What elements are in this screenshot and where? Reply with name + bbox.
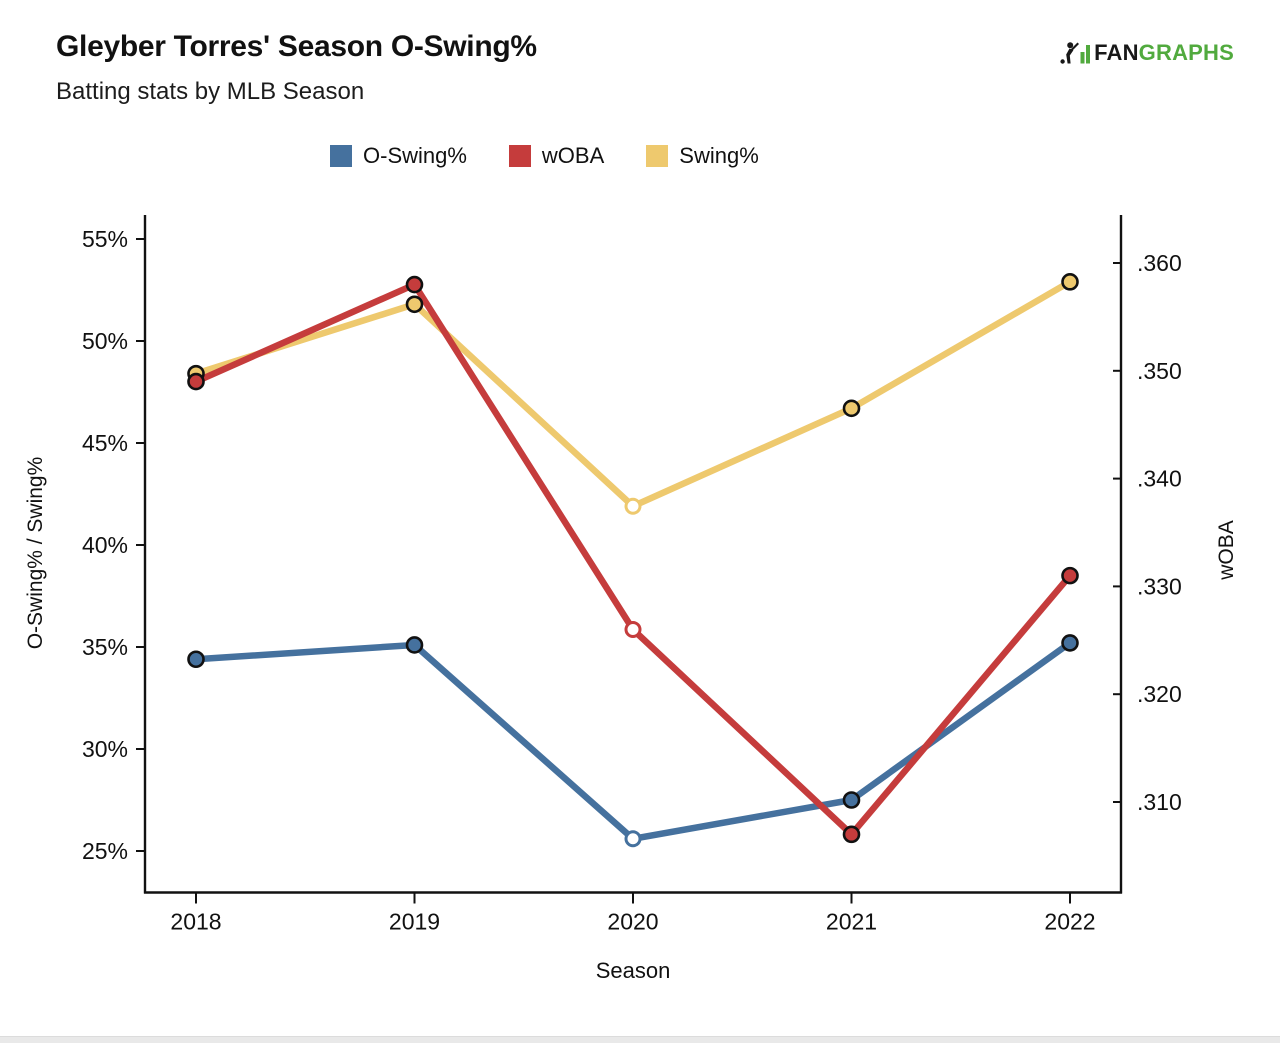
svg-text:Season: Season	[596, 958, 671, 983]
svg-text:.320: .320	[1137, 681, 1182, 707]
svg-text:wOBA: wOBA	[1215, 520, 1238, 581]
svg-text:55%: 55%	[82, 226, 128, 252]
svg-text:.350: .350	[1137, 358, 1182, 384]
legend-item-woba: wOBA	[508, 143, 605, 169]
page-subtitle: Batting stats by MLB Season	[56, 78, 365, 105]
svg-text:.330: .330	[1137, 573, 1182, 599]
logo-text-graphs: GRAPHS	[1138, 40, 1234, 65]
legend-swatch-woba	[508, 145, 531, 167]
svg-text:2019: 2019	[389, 909, 440, 935]
svg-text:2018: 2018	[170, 909, 221, 935]
svg-text:2021: 2021	[826, 909, 877, 935]
legend-item-o-swing: O-Swing%	[330, 143, 467, 169]
legend-swatch-o-swing	[330, 145, 352, 167]
logo-text-fan: FAN	[1094, 40, 1139, 65]
svg-text:30%: 30%	[82, 736, 128, 762]
svg-text:2020: 2020	[607, 909, 658, 935]
page-title: Gleyber Torres' Season O-Swing%	[56, 30, 537, 63]
svg-text:2022: 2022	[1044, 909, 1095, 935]
svg-text:.360: .360	[1137, 250, 1182, 276]
svg-text:.310: .310	[1137, 789, 1182, 815]
svg-text:.340: .340	[1137, 466, 1182, 492]
legend-swatch-swing	[646, 145, 669, 167]
fangraphs-logo[interactable]: FANGRAPHS	[1060, 40, 1234, 66]
svg-text:25%: 25%	[82, 838, 128, 864]
svg-text:35%: 35%	[82, 634, 128, 660]
fangraphs-batter-bars-icon	[1060, 40, 1091, 66]
svg-text:45%: 45%	[82, 430, 128, 456]
legend-label-o-swing: O-Swing%	[363, 143, 467, 168]
svg-text:40%: 40%	[82, 532, 128, 558]
legend-label-woba: wOBA	[541, 143, 605, 168]
page-background-strip	[0, 1036, 1280, 1043]
legend: O-Swing% wOBA Swing%	[330, 143, 759, 169]
svg-text:50%: 50%	[82, 328, 128, 354]
svg-text:O-Swing% / Swing%: O-Swing% / Swing%	[24, 457, 47, 650]
legend-item-swing: Swing%	[646, 143, 759, 169]
legend-label-swing: Swing%	[679, 143, 759, 168]
